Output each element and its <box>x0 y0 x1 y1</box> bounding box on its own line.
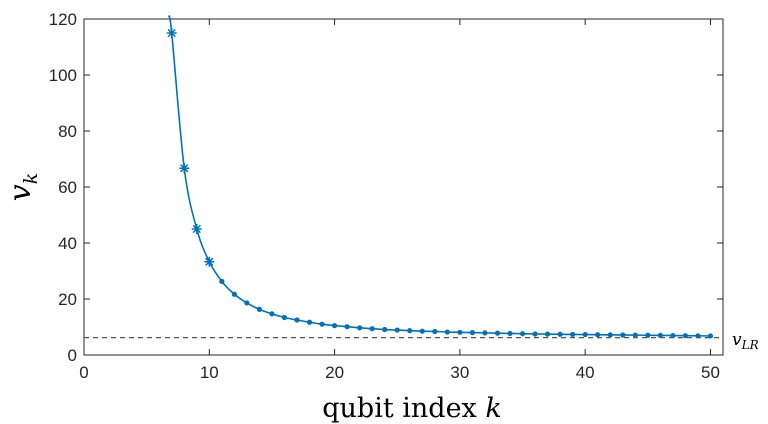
x-tick-label: 40 <box>576 363 595 382</box>
plot-area <box>83 18 724 356</box>
data-point <box>620 332 626 338</box>
data-point <box>557 331 563 337</box>
data-point <box>306 319 313 325</box>
data-point <box>432 328 438 335</box>
x-tick-label: 30 <box>450 363 469 382</box>
data-point-star <box>179 163 190 174</box>
data-point <box>256 306 263 312</box>
ticks: 0 10 20 30 40 50 0 20 40 60 80 100 120 <box>49 10 723 382</box>
data-point <box>469 330 476 336</box>
data-point <box>645 332 651 338</box>
x-tick-label: 0 <box>79 363 88 382</box>
x-axis-title: qubit index k <box>322 393 502 424</box>
data-point <box>519 331 526 337</box>
series-layer <box>166 15 714 339</box>
x-tick-label: 20 <box>325 363 344 382</box>
reference-line-label: vLR <box>732 330 759 352</box>
data-point <box>357 325 363 331</box>
reference-line-label-sub: LR <box>741 338 759 352</box>
data-point-star <box>166 28 177 38</box>
data-point <box>369 326 375 332</box>
data-point <box>482 330 488 336</box>
y-tick-label: 80 <box>58 122 77 141</box>
x-axis-title-var: k <box>485 393 501 424</box>
data-point <box>570 331 576 338</box>
data-point <box>444 329 450 335</box>
x-tick-label: 10 <box>200 363 219 382</box>
data-point <box>344 324 350 330</box>
data-point <box>382 326 388 333</box>
data-point <box>294 317 300 323</box>
data-point <box>219 278 225 284</box>
x-tick-label: 50 <box>701 363 720 382</box>
axes-frame <box>83 18 724 356</box>
y-axis-title-sub: k <box>20 173 42 185</box>
data-point <box>407 328 413 334</box>
data-point <box>607 332 613 338</box>
data-point <box>281 314 288 321</box>
y-tick-label: 100 <box>49 66 77 85</box>
data-point <box>507 330 513 337</box>
data-point <box>244 300 250 306</box>
data-point <box>494 330 501 336</box>
y-axis-title-var: v <box>3 184 38 201</box>
data-point <box>657 332 663 338</box>
data-point <box>231 291 237 297</box>
data-point <box>707 333 714 339</box>
y-tick-label: 120 <box>49 10 77 29</box>
data-point <box>582 331 588 338</box>
y-tick-label: 40 <box>58 234 77 253</box>
data-point-star <box>191 224 202 234</box>
data-point-star <box>204 256 215 267</box>
data-point <box>544 331 551 337</box>
y-tick-label: 20 <box>58 290 77 309</box>
data-point <box>331 323 338 329</box>
data-point <box>419 328 425 334</box>
data-point <box>319 321 325 327</box>
data-point <box>269 311 275 317</box>
x-axis-title-text: qubit index <box>322 393 477 424</box>
y-tick-label: 60 <box>58 178 77 197</box>
data-point <box>682 333 689 339</box>
data-point <box>457 329 463 335</box>
data-point <box>532 331 538 337</box>
y-tick-label: 0 <box>68 346 77 365</box>
reference-line-label-var: v <box>732 330 742 350</box>
data-point <box>670 332 676 339</box>
y-axis-title: vk <box>3 173 42 201</box>
data-point <box>595 332 601 338</box>
data-point <box>632 332 638 338</box>
data-point <box>695 333 701 339</box>
data-point <box>394 327 400 333</box>
